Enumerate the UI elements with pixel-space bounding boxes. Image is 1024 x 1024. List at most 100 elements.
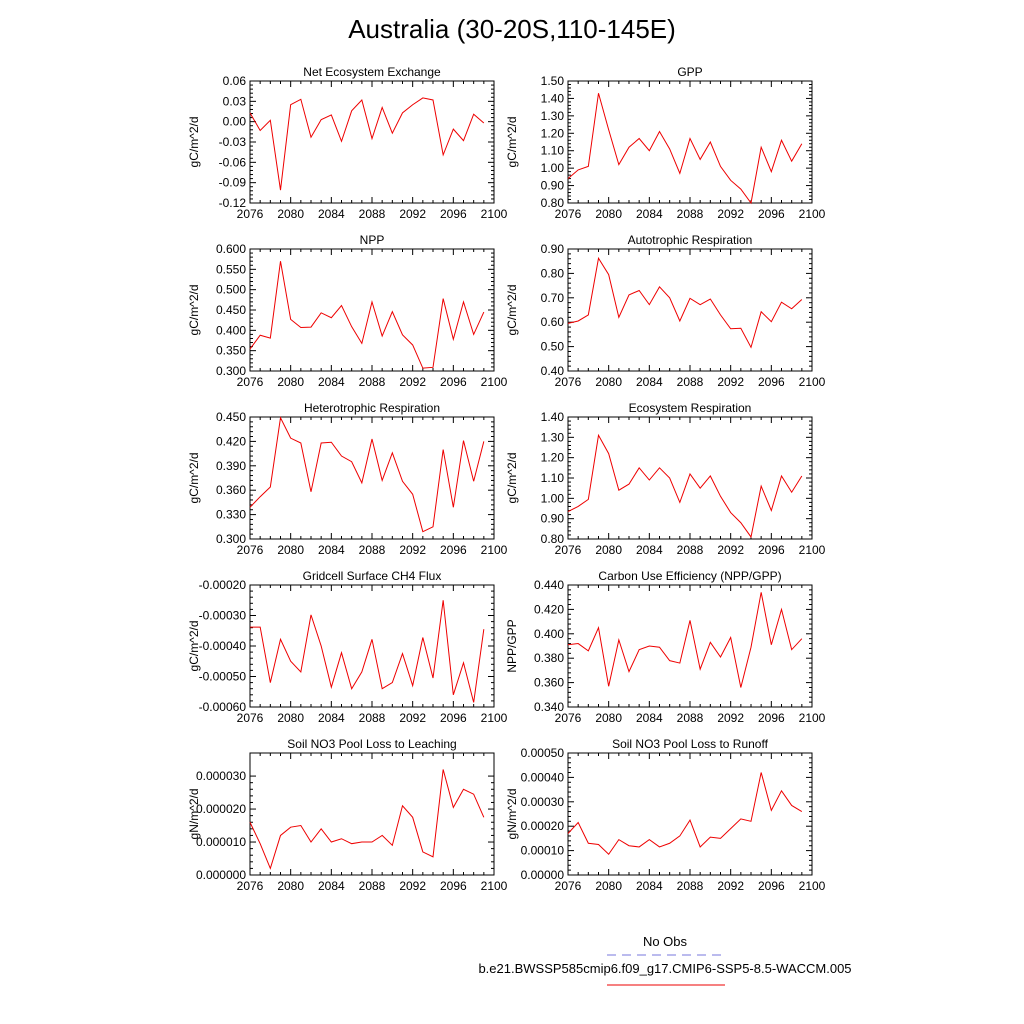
y-tick-label: 0.340 bbox=[534, 700, 564, 714]
y-axis-label: gN/m^2/d bbox=[505, 789, 519, 840]
x-tick-label: 2076 bbox=[237, 207, 264, 221]
x-tick-label: 2092 bbox=[399, 711, 426, 725]
y-tick-label: -0.03 bbox=[219, 135, 247, 149]
y-axis-label: gC/m^2/d bbox=[505, 453, 519, 504]
y-tick-label: 0.80 bbox=[541, 532, 565, 546]
y-tick-label: -0.09 bbox=[219, 176, 247, 190]
x-tick-label: 2076 bbox=[555, 879, 582, 893]
y-tick-label: -0.06 bbox=[219, 155, 247, 169]
x-tick-label: 2080 bbox=[277, 711, 304, 725]
panel-title: Soil NO3 Pool Loss to Runoff bbox=[612, 737, 769, 751]
x-tick-label: 2100 bbox=[481, 375, 508, 389]
series-line-net-ecosystem-exchange bbox=[249, 97, 485, 191]
plot-frame bbox=[567, 416, 813, 540]
series-line-autotrophic-respiration bbox=[567, 256, 803, 349]
x-tick-label: 2100 bbox=[799, 207, 826, 221]
y-tick-label: 0.06 bbox=[223, 74, 247, 88]
y-tick-label: 0.00010 bbox=[521, 844, 565, 858]
y-tick-label: 0.300 bbox=[216, 532, 246, 546]
x-tick-label: 2080 bbox=[595, 207, 622, 221]
y-tick-label: 0.440 bbox=[534, 578, 564, 592]
x-tick-label: 2092 bbox=[399, 207, 426, 221]
y-tick-label: 0.90 bbox=[541, 179, 565, 193]
y-tick-label: 0.00020 bbox=[521, 819, 565, 833]
x-tick-label: 2080 bbox=[277, 543, 304, 557]
panel-net-ecosystem-exchange: Net Ecosystem Exchange gC/m^2/d -0.12 -0.09… bbox=[187, 65, 508, 221]
x-tick-label: 2092 bbox=[717, 879, 744, 893]
legend-obs-label: No Obs bbox=[643, 934, 688, 949]
panel-carbon-use-efficiency-npp-gpp: Carbon Use Efficiency (NPP/GPP) NPP/GPP 0.… bbox=[505, 569, 826, 725]
x-tick-label: 2084 bbox=[636, 879, 663, 893]
y-tick-label: 0.00 bbox=[223, 115, 247, 129]
x-tick-label: 2080 bbox=[277, 375, 304, 389]
x-tick-label: 2076 bbox=[555, 207, 582, 221]
panel-autotrophic-respiration: Autotrophic Respiration gC/m^2/d 0.40 0.50 0… bbox=[505, 233, 826, 389]
x-tick-label: 2096 bbox=[758, 543, 785, 557]
series-line-gridcell-surface-ch4-flux bbox=[250, 600, 485, 703]
panel-title: Gridcell Surface CH4 Flux bbox=[303, 569, 442, 583]
panel-soil-no3-pool-loss-to-leaching: Soil NO3 Pool Loss to LeachinggN/m^2/d0.… bbox=[187, 737, 508, 893]
x-tick-label: 2096 bbox=[758, 711, 785, 725]
y-tick-label: 0.390 bbox=[216, 459, 246, 473]
x-tick-label: 2096 bbox=[440, 375, 467, 389]
y-axis-label: gC/m^2/d bbox=[187, 117, 201, 168]
panel-title: NPP bbox=[360, 233, 385, 247]
panel-title: GPP bbox=[677, 65, 702, 79]
x-tick-label: 2096 bbox=[440, 711, 467, 725]
panel-title: Soil NO3 Pool Loss to Leaching bbox=[287, 737, 456, 751]
plot-frame bbox=[249, 752, 495, 876]
x-tick-label: 2080 bbox=[595, 711, 622, 725]
x-tick-label: 2100 bbox=[481, 711, 508, 725]
x-tick-label: 2080 bbox=[595, 375, 622, 389]
x-tick-label: 2076 bbox=[237, 711, 264, 725]
y-tick-label: 0.330 bbox=[216, 508, 246, 522]
x-tick-label: 2092 bbox=[399, 375, 426, 389]
x-tick-label: 2076 bbox=[237, 543, 264, 557]
x-tick-label: 2096 bbox=[758, 879, 785, 893]
y-tick-label: 1.10 bbox=[541, 471, 565, 485]
x-tick-label: 2084 bbox=[636, 207, 663, 221]
y-axis-label: gC/m^2/d bbox=[187, 621, 201, 672]
y-tick-label: 0.000020 bbox=[196, 802, 246, 816]
panel-title: Heterotrophic Respiration bbox=[304, 401, 440, 415]
plot-frame bbox=[567, 752, 813, 876]
x-tick-label: 2096 bbox=[758, 207, 785, 221]
y-tick-label: 0.420 bbox=[534, 602, 564, 616]
x-tick-label: 2084 bbox=[318, 543, 345, 557]
y-axis-label: gC/m^2/d bbox=[505, 117, 519, 168]
panel-gpp: GPP gC/m^2/d 0.80 0.90 1.00 1.10 1.20 1.30 1.40 1… bbox=[505, 65, 826, 221]
y-tick-label: 0.50 bbox=[541, 340, 565, 354]
plot-frame bbox=[249, 584, 495, 708]
y-tick-label: 0.400 bbox=[216, 323, 246, 337]
x-tick-label: 2092 bbox=[717, 543, 744, 557]
x-tick-label: 2076 bbox=[555, 543, 582, 557]
x-tick-label: 2088 bbox=[677, 207, 704, 221]
panel-title: Ecosystem Respiration bbox=[629, 401, 752, 415]
x-tick-label: 2088 bbox=[359, 711, 386, 725]
y-tick-label: 0.400 bbox=[534, 627, 564, 641]
x-tick-label: 2076 bbox=[555, 711, 582, 725]
x-tick-label: 2100 bbox=[799, 375, 826, 389]
y-tick-label: 0.00040 bbox=[521, 770, 565, 784]
x-tick-label: 2084 bbox=[318, 207, 345, 221]
x-tick-label: 2088 bbox=[677, 375, 704, 389]
x-tick-label: 2084 bbox=[318, 375, 345, 389]
y-axis-label: NPP/GPP bbox=[505, 619, 519, 672]
y-tick-label: 0.450 bbox=[216, 410, 246, 424]
figure-title: Australia (30-20S,110-145E) bbox=[348, 14, 676, 44]
y-tick-label: 0.90 bbox=[541, 512, 565, 526]
y-tick-label: 0.70 bbox=[541, 291, 565, 305]
y-axis-label: gC/m^2/d bbox=[187, 285, 201, 336]
panel-gridcell-surface-ch4-flux: Gridcell Surface CH4 Flux gC/m^2/d -0.0006… bbox=[187, 569, 508, 725]
panel-grid: Net Ecosystem Exchange gC/m^2/d -0.12 -0.09… bbox=[187, 65, 826, 893]
x-tick-label: 2092 bbox=[399, 543, 426, 557]
y-tick-label: 0.80 bbox=[541, 266, 565, 280]
y-tick-label: 1.10 bbox=[541, 144, 565, 158]
x-tick-label: 2100 bbox=[799, 711, 826, 725]
legend-model-label: b.e21.BWSSP585cmip6.f09_g17.CMIP6-SSP5-8… bbox=[478, 961, 851, 976]
x-tick-label: 2092 bbox=[717, 207, 744, 221]
x-tick-label: 2088 bbox=[677, 879, 704, 893]
y-tick-label: 1.30 bbox=[541, 430, 565, 444]
y-tick-label: 0.380 bbox=[534, 651, 564, 665]
